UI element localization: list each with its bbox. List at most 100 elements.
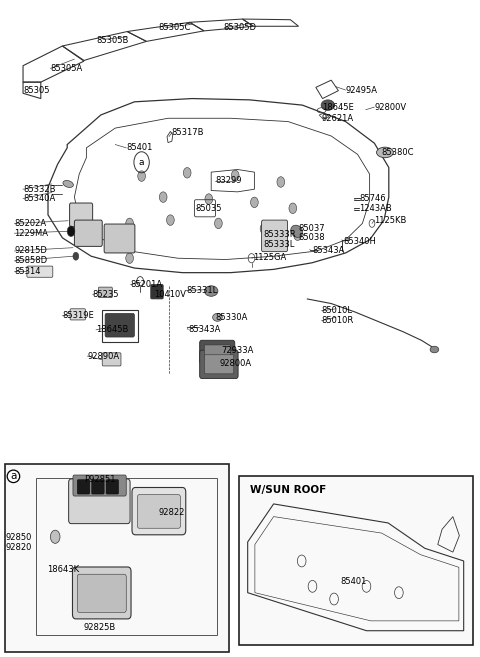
Text: 85305D: 85305D	[223, 23, 256, 32]
Text: 1229MA: 1229MA	[14, 229, 48, 238]
Text: 85331L: 85331L	[186, 286, 217, 295]
Text: 85343A: 85343A	[188, 325, 220, 334]
Circle shape	[67, 226, 75, 237]
Text: 85038: 85038	[299, 233, 325, 242]
Text: 85333R: 85333R	[263, 230, 296, 239]
Text: 85305: 85305	[23, 86, 49, 95]
Circle shape	[73, 252, 79, 260]
Text: 85202A: 85202A	[14, 219, 47, 228]
Text: 92495A: 92495A	[346, 85, 378, 95]
Circle shape	[294, 230, 301, 240]
FancyBboxPatch shape	[104, 224, 135, 253]
Text: 85340A: 85340A	[23, 194, 55, 203]
FancyBboxPatch shape	[137, 495, 180, 528]
Text: 85010L: 85010L	[322, 306, 353, 315]
Ellipse shape	[291, 225, 302, 237]
Ellipse shape	[213, 313, 222, 321]
Text: 85746: 85746	[359, 194, 385, 203]
FancyBboxPatch shape	[70, 309, 85, 320]
FancyBboxPatch shape	[204, 355, 234, 374]
Ellipse shape	[321, 100, 335, 110]
Text: 85401: 85401	[341, 577, 367, 586]
FancyBboxPatch shape	[27, 266, 53, 277]
Text: 92850: 92850	[6, 533, 32, 542]
Text: 18645E: 18645E	[322, 102, 353, 112]
FancyBboxPatch shape	[102, 353, 121, 366]
Text: 83299: 83299	[215, 176, 241, 185]
Text: 92820: 92820	[6, 543, 32, 552]
Text: W/SUN ROOF: W/SUN ROOF	[250, 485, 326, 495]
FancyBboxPatch shape	[77, 480, 90, 494]
Text: 85035: 85035	[196, 204, 222, 213]
Ellipse shape	[204, 286, 218, 296]
Text: 85314: 85314	[14, 267, 41, 276]
Text: 92815D: 92815D	[14, 246, 47, 256]
Text: 85380C: 85380C	[382, 148, 414, 157]
Text: P92851: P92851	[84, 475, 116, 484]
Text: a: a	[10, 471, 17, 482]
FancyBboxPatch shape	[200, 350, 238, 378]
Text: 85332B: 85332B	[23, 185, 56, 194]
Bar	[239, 476, 473, 645]
Ellipse shape	[376, 147, 394, 158]
FancyBboxPatch shape	[73, 475, 126, 496]
FancyBboxPatch shape	[92, 480, 104, 494]
Text: a: a	[139, 158, 144, 167]
Circle shape	[231, 170, 239, 181]
Text: 85330A: 85330A	[215, 313, 247, 322]
FancyBboxPatch shape	[105, 313, 134, 337]
Text: 85201A: 85201A	[131, 280, 163, 289]
Text: 18645B: 18645B	[96, 325, 128, 334]
Text: 1125GA: 1125GA	[253, 253, 287, 262]
Circle shape	[138, 171, 145, 181]
Text: 1125KB: 1125KB	[374, 215, 407, 225]
Ellipse shape	[63, 181, 73, 187]
Text: 85305A: 85305A	[50, 64, 83, 73]
Text: 92822: 92822	[158, 508, 185, 517]
FancyBboxPatch shape	[72, 567, 131, 619]
Text: 92890A: 92890A	[87, 351, 120, 361]
Text: 1243AB: 1243AB	[359, 204, 392, 213]
Circle shape	[251, 197, 258, 208]
FancyBboxPatch shape	[77, 574, 126, 612]
Ellipse shape	[430, 346, 439, 353]
Circle shape	[126, 237, 133, 247]
Text: 85319E: 85319E	[62, 311, 94, 320]
FancyBboxPatch shape	[74, 220, 102, 246]
Text: 85317B: 85317B	[172, 128, 204, 137]
Circle shape	[50, 530, 60, 543]
Text: 85235: 85235	[93, 290, 119, 299]
Bar	[36, 478, 217, 635]
Circle shape	[183, 168, 191, 178]
FancyBboxPatch shape	[204, 345, 230, 359]
Circle shape	[167, 215, 174, 225]
FancyBboxPatch shape	[106, 480, 119, 494]
Bar	[102, 310, 138, 342]
Bar	[5, 464, 229, 652]
Circle shape	[205, 194, 213, 204]
Text: 85305B: 85305B	[96, 35, 128, 45]
FancyBboxPatch shape	[98, 287, 112, 298]
FancyBboxPatch shape	[200, 340, 235, 364]
Text: 92825B: 92825B	[84, 623, 116, 632]
FancyBboxPatch shape	[262, 220, 288, 252]
Text: 92621A: 92621A	[322, 114, 354, 123]
Circle shape	[260, 223, 268, 234]
Text: 85343A: 85343A	[312, 246, 344, 256]
FancyBboxPatch shape	[70, 203, 93, 227]
FancyBboxPatch shape	[69, 479, 130, 524]
Circle shape	[126, 253, 133, 263]
Circle shape	[159, 192, 167, 202]
Text: 85010R: 85010R	[322, 316, 354, 325]
Text: 85858D: 85858D	[14, 256, 48, 265]
Text: 10410V: 10410V	[155, 290, 187, 299]
Text: 72933A: 72933A	[221, 346, 253, 355]
Text: 18643K: 18643K	[47, 565, 79, 574]
FancyBboxPatch shape	[132, 487, 186, 535]
Text: 85401: 85401	[126, 143, 153, 152]
Text: 85037: 85037	[299, 224, 325, 233]
Text: 92800A: 92800A	[220, 359, 252, 368]
Circle shape	[215, 218, 222, 229]
Text: 85340H: 85340H	[343, 237, 376, 246]
Text: 92800V: 92800V	[374, 102, 407, 112]
